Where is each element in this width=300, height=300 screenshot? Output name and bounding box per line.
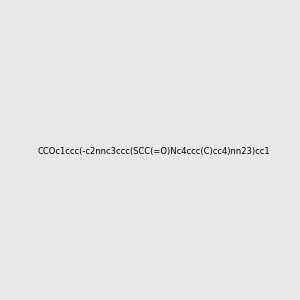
Text: CCOc1ccc(-c2nnc3ccc(SCC(=O)Nc4ccc(C)cc4)nn23)cc1: CCOc1ccc(-c2nnc3ccc(SCC(=O)Nc4ccc(C)cc4)… (38, 147, 270, 156)
